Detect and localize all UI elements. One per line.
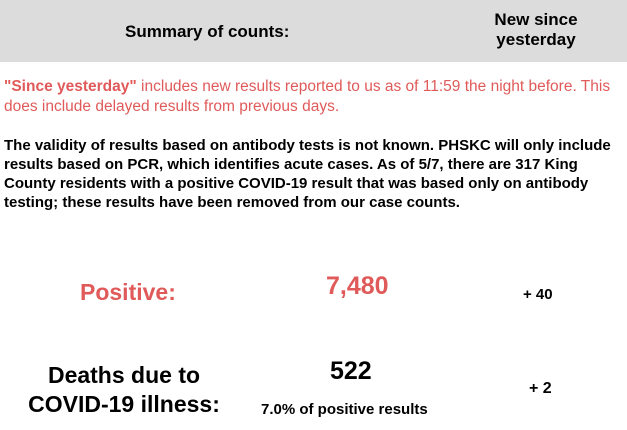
deaths-label: Deaths due to COVID-19 illness: (28, 362, 220, 417)
since-yesterday-definition: includes new results reported to us as o… (4, 78, 611, 115)
since-yesterday-note: "Since yesterday" includes new results r… (4, 77, 619, 117)
positive-new-count: + 40 (523, 286, 553, 303)
positive-count: 7,480 (326, 272, 389, 300)
deaths-count: 522 (330, 357, 372, 385)
since-yesterday-term: "Since yesterday" (4, 78, 137, 95)
summary-title: Summary of counts: (125, 22, 290, 41)
deaths-new-count: + 2 (529, 380, 552, 397)
new-since-yesterday-heading: New since yesterday (494, 10, 578, 49)
positive-label: Positive: (80, 279, 176, 305)
antibody-note: The validity of results based on antibod… (4, 137, 611, 211)
summary-header: Summary of counts: New since yesterday (0, 0, 627, 62)
deaths-percent: 7.0% of positive results (261, 401, 428, 418)
